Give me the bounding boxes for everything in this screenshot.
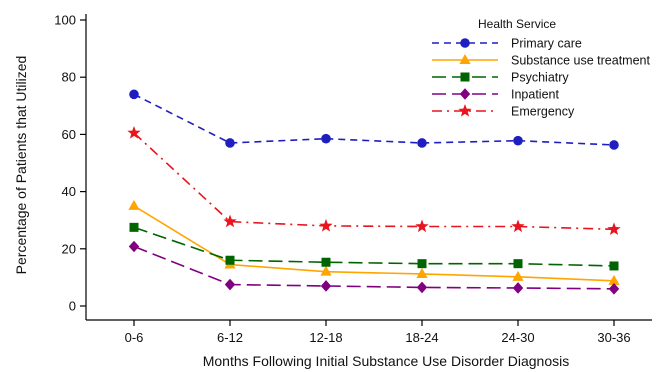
data-point-inpatient — [512, 282, 524, 294]
data-point-substance-use-treatment — [128, 199, 140, 210]
data-point-psychiatry — [225, 255, 235, 265]
legend-label-substance-use-treatment: Substance use treatment — [511, 54, 650, 68]
legend-marker-psychiatry — [460, 72, 470, 82]
data-point-primary-care — [609, 140, 619, 150]
data-point-primary-care — [513, 135, 523, 146]
y-tick-label: 20 — [62, 241, 76, 256]
data-point-emergency — [127, 125, 141, 139]
series-line-primary-care — [133, 93, 615, 146]
y-tick-label: 100 — [54, 13, 76, 28]
data-point-primary-care — [225, 138, 235, 148]
data-point-primary-care — [321, 133, 331, 144]
data-point-inpatient — [608, 283, 620, 295]
data-point-emergency — [319, 218, 333, 232]
data-point-substance-use-treatment — [416, 267, 428, 278]
data-point-primary-care — [417, 138, 427, 148]
series-line-substance-use-treatment — [133, 205, 615, 282]
data-point-inpatient — [416, 281, 428, 294]
data-point-inpatient — [320, 280, 332, 292]
legend-title: Health Service — [478, 17, 556, 31]
series-line-emergency — [133, 132, 615, 231]
legend-label-psychiatry: Psychiatry — [511, 71, 569, 85]
data-point-psychiatry — [513, 259, 523, 269]
legend-marker-substance-use-treatment — [459, 54, 471, 64]
x-tick-label: 0-6 — [125, 330, 144, 345]
data-point-emergency — [223, 214, 237, 228]
data-point-primary-care — [129, 89, 139, 100]
series-line-psychiatry — [133, 226, 615, 267]
data-point-psychiatry — [417, 259, 427, 269]
y-tick-label: 40 — [62, 184, 76, 199]
y-tick-label: 80 — [62, 70, 76, 85]
data-point-inpatient — [224, 278, 236, 291]
series-line-inpatient — [133, 245, 615, 290]
x-axis-label: Months Following Initial Substance Use D… — [203, 353, 570, 369]
data-point-substance-use-treatment — [608, 274, 620, 285]
data-point-psychiatry — [321, 257, 331, 267]
legend-marker-emergency — [458, 104, 472, 117]
legend-marker-inpatient — [459, 88, 471, 100]
data-point-emergency — [415, 219, 429, 233]
x-tick-label: 6-12 — [217, 330, 243, 345]
data-point-emergency — [511, 219, 525, 233]
data-point-substance-use-treatment — [320, 265, 332, 276]
x-tick-label: 18-24 — [405, 330, 438, 345]
y-tick-label: 0 — [69, 299, 76, 314]
data-point-emergency — [607, 222, 621, 236]
y-tick-label: 60 — [62, 127, 76, 142]
data-point-psychiatry — [609, 261, 619, 271]
legend-marker-primary-care — [460, 38, 470, 48]
y-axis-label: Percentage of Patients that Utilized — [13, 56, 29, 275]
data-point-inpatient — [128, 240, 140, 253]
x-tick-label: 30-36 — [597, 330, 630, 345]
x-tick-label: 24-30 — [501, 330, 534, 345]
data-point-psychiatry — [129, 222, 139, 232]
data-point-substance-use-treatment — [512, 270, 524, 281]
legend-label-primary-care: Primary care — [511, 37, 582, 51]
legend-label-inpatient: Inpatient — [511, 88, 559, 102]
legend-label-emergency: Emergency — [511, 105, 575, 119]
x-tick-label: 12-18 — [309, 330, 342, 345]
